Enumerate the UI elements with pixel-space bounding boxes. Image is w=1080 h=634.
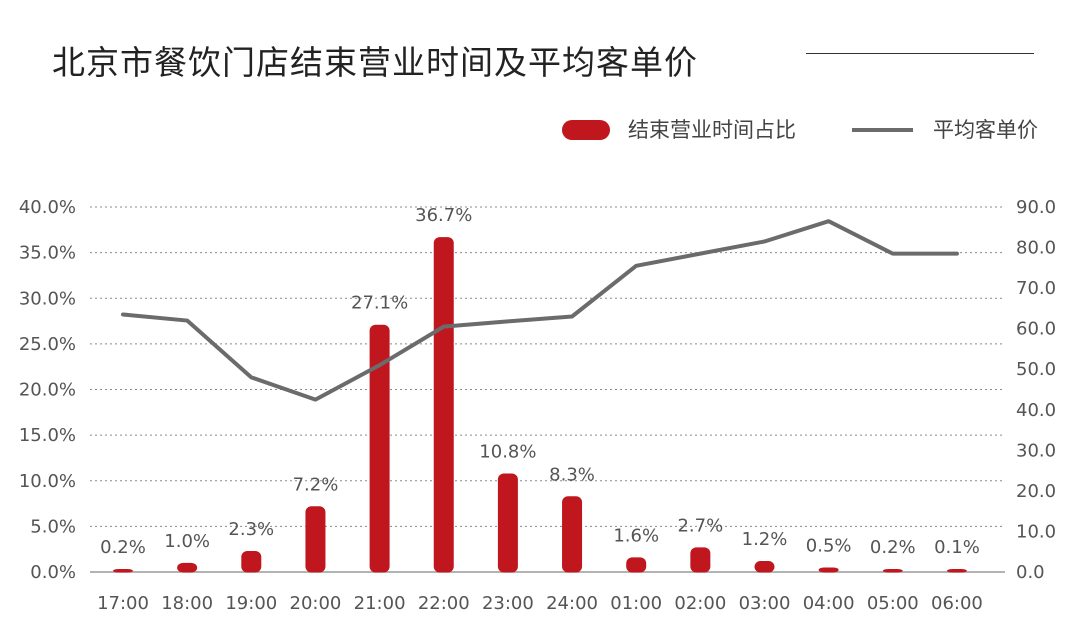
bar-data-label: 2.7% <box>677 515 723 536</box>
bar <box>497 473 518 573</box>
y-left-tick-label: 5.0% <box>30 516 76 537</box>
bar-data-label: 27.1% <box>351 293 408 314</box>
y-right-tick-label: 0.0 <box>1016 562 1045 583</box>
legend: 结束营业时间占比 平均客单价 <box>562 118 1038 142</box>
bar-data-label: 1.6% <box>613 525 659 546</box>
avg-price-line <box>121 219 959 402</box>
x-tick-label: 04:00 <box>803 593 855 614</box>
bar-data-label: 1.0% <box>164 531 210 552</box>
y-left-tick-label: 10.0% <box>19 471 76 492</box>
bar-data-label: 10.8% <box>479 441 536 462</box>
bar-data-label: 0.1% <box>934 537 980 558</box>
y-left-tick-label: 20.0% <box>19 380 76 401</box>
y-right-tick-label: 40.0 <box>1016 400 1056 421</box>
bar <box>818 567 839 573</box>
x-tick-label: 22:00 <box>418 593 470 614</box>
bar-data-label: 36.7% <box>415 205 472 226</box>
bar <box>946 569 967 573</box>
y-left-tick-label: 30.0% <box>19 288 76 309</box>
x-tick-label: 05:00 <box>867 593 919 614</box>
y-left-tick-label: 25.0% <box>19 334 76 355</box>
bar <box>690 547 711 573</box>
bar-data-label: 8.3% <box>549 464 595 485</box>
y-left-tick-label: 15.0% <box>19 425 76 446</box>
bar <box>113 569 133 573</box>
y-right-tick-label: 50.0 <box>1016 359 1056 380</box>
y-right-tick-label: 90.0 <box>1016 197 1056 218</box>
y-left-tick-label: 0.0% <box>30 562 76 583</box>
bar <box>433 237 454 573</box>
bar <box>882 569 903 573</box>
chart-title: 北京市餐饮门店结束营业时间及平均客单价 <box>52 43 698 82</box>
x-tick-label: 06:00 <box>931 593 983 614</box>
bar-data-label: 0.5% <box>806 535 852 556</box>
x-tick-label: 17:00 <box>97 593 149 614</box>
bar-data-label: 7.2% <box>293 474 339 495</box>
y-left-tick-label: 35.0% <box>19 243 76 264</box>
bar-data-label: 2.3% <box>228 519 274 540</box>
bar <box>562 496 583 573</box>
bar-data-label: 0.2% <box>870 537 916 558</box>
x-tick-label: 18:00 <box>161 593 213 614</box>
y-left-tick-label: 40.0% <box>19 197 76 218</box>
x-tick-label: 03:00 <box>739 593 791 614</box>
title-rule <box>806 53 1034 54</box>
y-right-tick-label: 30.0 <box>1016 440 1056 461</box>
x-tick-label: 24:00 <box>546 593 598 614</box>
x-tick-label: 21:00 <box>354 593 406 614</box>
x-tick-label: 23:00 <box>482 593 534 614</box>
x-tick-label: 20:00 <box>290 593 342 614</box>
y-right-tick-label: 10.0 <box>1016 521 1056 542</box>
x-tick-label: 19:00 <box>225 593 277 614</box>
bar <box>369 324 390 573</box>
bar <box>177 562 198 573</box>
x-tick-label: 02:00 <box>674 593 726 614</box>
bar <box>305 506 326 573</box>
bar-data-label: 1.2% <box>742 529 788 550</box>
x-tick-label: 01:00 <box>610 593 662 614</box>
legend-bar-label: 结束营业时间占比 <box>628 118 796 142</box>
bar <box>626 557 647 573</box>
legend-bar-swatch <box>562 120 610 140</box>
legend-line-label: 平均客单价 <box>933 118 1038 142</box>
bar <box>754 561 775 573</box>
y-right-tick-label: 20.0 <box>1016 481 1056 502</box>
y-right-tick-label: 60.0 <box>1016 319 1056 340</box>
bar-data-label: 0.2% <box>100 537 146 558</box>
y-right-tick-label: 80.0 <box>1016 238 1056 259</box>
y-right-tick-label: 70.0 <box>1016 278 1056 299</box>
bar <box>241 551 262 573</box>
